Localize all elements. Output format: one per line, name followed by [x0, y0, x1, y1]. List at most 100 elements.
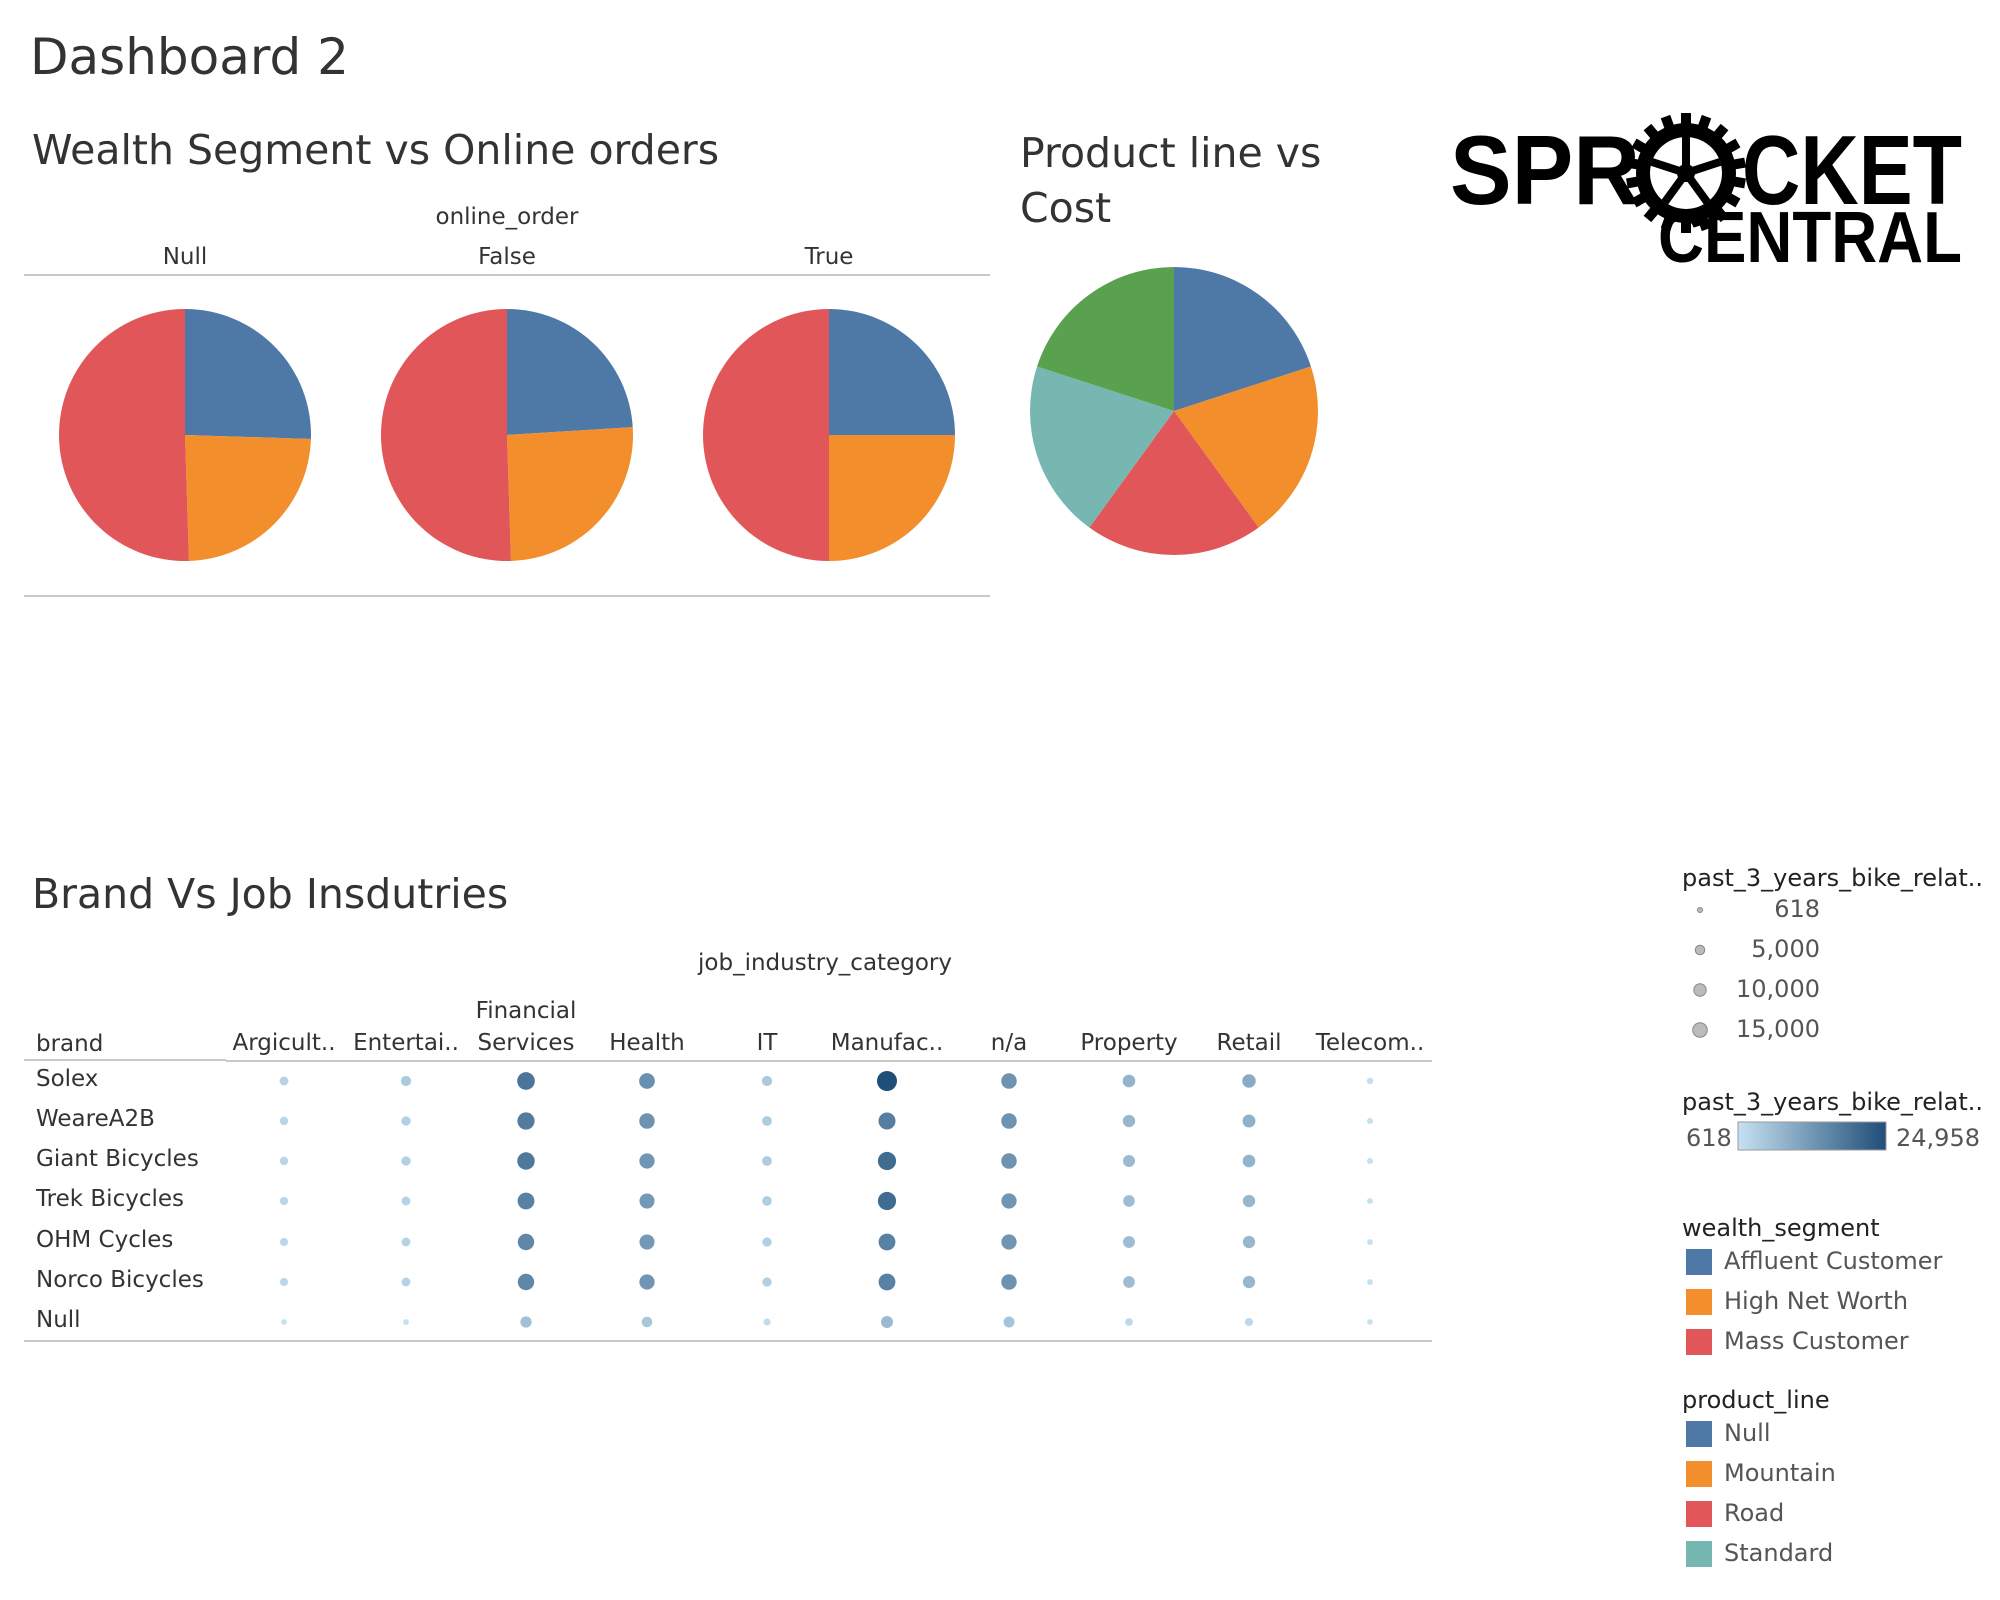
brand-job-dot[interactable] — [517, 1192, 535, 1210]
brand-job-dot[interactable] — [279, 1237, 289, 1247]
brand-job-dot[interactable] — [1001, 1073, 1017, 1089]
wealth-legend-swatch — [1686, 1289, 1712, 1315]
brand-job-dot[interactable] — [878, 1273, 896, 1291]
brand-job-dot[interactable] — [1122, 1154, 1136, 1168]
brand-job-dot[interactable] — [1366, 1117, 1374, 1125]
brand-job-dot[interactable] — [877, 1151, 897, 1171]
job-column-header-line: Health — [609, 1030, 685, 1056]
brand-job-dot[interactable] — [279, 1156, 289, 1166]
brand-job-dot[interactable] — [401, 1277, 411, 1287]
brand-job-dot[interactable] — [762, 1116, 772, 1126]
pie-true-slice-high-net-worth[interactable] — [829, 435, 955, 561]
brand-job-dot[interactable] — [1366, 1157, 1374, 1165]
brand-job-dot[interactable] — [517, 1072, 535, 1090]
brand-job-dot[interactable] — [1125, 1318, 1133, 1326]
pie-false-slice-high-net-worth[interactable] — [507, 427, 633, 561]
brand-job-dot[interactable] — [639, 1234, 655, 1250]
brand-job-dot[interactable] — [1123, 1276, 1135, 1288]
brand-row-label: Solex — [36, 1066, 99, 1092]
size-legend-label: 5,000 — [1751, 935, 1820, 963]
brand-job-dot[interactable] — [279, 1116, 289, 1126]
product-line-slice-mountain[interactable] — [1174, 366, 1318, 528]
brand-job-dot[interactable] — [279, 1277, 289, 1287]
brand-job-dot[interactable] — [1244, 1317, 1254, 1327]
brand-job-dot[interactable] — [880, 1315, 894, 1329]
brand-job-dot[interactable] — [1367, 1239, 1373, 1245]
pie-false-slice-affluent-customer[interactable] — [507, 309, 633, 435]
product-line-slice-standard[interactable] — [1030, 366, 1174, 528]
brand-job-dot[interactable] — [878, 1233, 896, 1251]
brand-job-dot[interactable] — [1003, 1316, 1015, 1328]
brand-job-dot[interactable] — [517, 1112, 535, 1130]
brand-job-chart-title: Brand Vs Job Insdutries — [32, 870, 509, 918]
brand-job-dot[interactable] — [762, 1196, 772, 1206]
brand-job-dot[interactable] — [1001, 1193, 1017, 1209]
product-line-slice-road[interactable] — [1089, 411, 1259, 556]
brand-job-dot[interactable] — [1242, 1275, 1256, 1289]
wealth-legend-label: High Net Worth — [1724, 1287, 1909, 1315]
brand-job-dot[interactable] — [1242, 1154, 1256, 1168]
brand-job-dot[interactable] — [1001, 1234, 1017, 1250]
brand-job-dot[interactable] — [877, 1191, 897, 1211]
brand-job-dot[interactable] — [641, 1316, 653, 1328]
brand-job-dot[interactable] — [401, 1116, 411, 1126]
job-column-header-line: Argicult.. — [232, 1030, 336, 1056]
pie-true-slice-mass-customer[interactable] — [703, 309, 829, 561]
brand-job-dot[interactable] — [1242, 1235, 1256, 1249]
job-column-header-line: Retail — [1216, 1030, 1282, 1056]
product-legend-swatch — [1686, 1421, 1712, 1447]
brand-job-dot[interactable] — [281, 1319, 287, 1325]
brand-job-dot[interactable] — [762, 1237, 772, 1247]
pie-null-slice-affluent-customer[interactable] — [185, 309, 311, 439]
product-line-slice-touring[interactable] — [1037, 267, 1174, 411]
brand-job-dot[interactable] — [1367, 1319, 1373, 1325]
brand-job-dot[interactable] — [279, 1196, 289, 1206]
brand-job-dot[interactable] — [1242, 1114, 1256, 1128]
brand-job-dot[interactable] — [639, 1113, 655, 1129]
brand-job-dot[interactable] — [401, 1196, 411, 1206]
job-column-header: Retail — [1189, 1027, 1309, 1059]
brand-job-dot[interactable] — [1367, 1198, 1373, 1204]
brand-job-dot[interactable] — [1122, 1114, 1136, 1128]
brand-job-dot[interactable] — [1001, 1153, 1017, 1169]
brand-job-dot[interactable] — [1367, 1279, 1373, 1285]
brand-job-dot[interactable] — [401, 1237, 411, 1247]
brand-job-dot[interactable] — [1001, 1113, 1017, 1129]
brand-job-dot[interactable] — [1366, 1077, 1374, 1085]
pie-true-slice-affluent-customer[interactable] — [829, 309, 955, 435]
pie-false-slice-mass-customer[interactable] — [380, 309, 511, 561]
brand-job-dot[interactable] — [639, 1073, 655, 1089]
brand-job-dot[interactable] — [401, 1156, 411, 1166]
brand-job-dot[interactable] — [1123, 1236, 1135, 1248]
brand-job-dot[interactable] — [1122, 1074, 1136, 1088]
color-legend-bar — [1737, 1121, 1887, 1151]
pie-null-slice-high-net-worth[interactable] — [185, 435, 311, 561]
brand-job-dot[interactable] — [279, 1076, 289, 1086]
sprocket-gear-icon — [1626, 113, 1746, 233]
brand-job-dot[interactable] — [763, 1318, 771, 1326]
brand-job-dot[interactable] — [762, 1156, 772, 1166]
brand-job-dot[interactable] — [1242, 1194, 1256, 1208]
brand-job-dot[interactable] — [400, 1075, 412, 1087]
brand-job-dot[interactable] — [761, 1075, 773, 1087]
brand-job-dot[interactable] — [1001, 1274, 1017, 1290]
brand-job-dot[interactable] — [403, 1319, 409, 1325]
brand-job-dot[interactable] — [639, 1274, 655, 1290]
brand-job-dot[interactable] — [639, 1153, 655, 1169]
product-line-slice-null[interactable] — [1174, 267, 1311, 411]
brand-job-dot[interactable] — [762, 1277, 772, 1287]
brand-job-dot[interactable] — [517, 1152, 535, 1170]
brand-job-dot[interactable] — [520, 1316, 532, 1328]
brand-job-dot[interactable] — [517, 1273, 535, 1291]
wealth-legend-label: Mass Customer — [1724, 1327, 1909, 1355]
brand-job-dot[interactable] — [517, 1233, 535, 1251]
brand-job-dot[interactable] — [878, 1112, 896, 1130]
pie-null-slice-mass-customer[interactable] — [58, 309, 189, 561]
brand-job-dot[interactable] — [1242, 1074, 1256, 1088]
panel-label-true: True — [804, 244, 854, 270]
brand-job-dot[interactable] — [877, 1071, 897, 1091]
brand-job-dot[interactable] — [1123, 1195, 1135, 1207]
brand-job-dot[interactable] — [639, 1193, 655, 1209]
